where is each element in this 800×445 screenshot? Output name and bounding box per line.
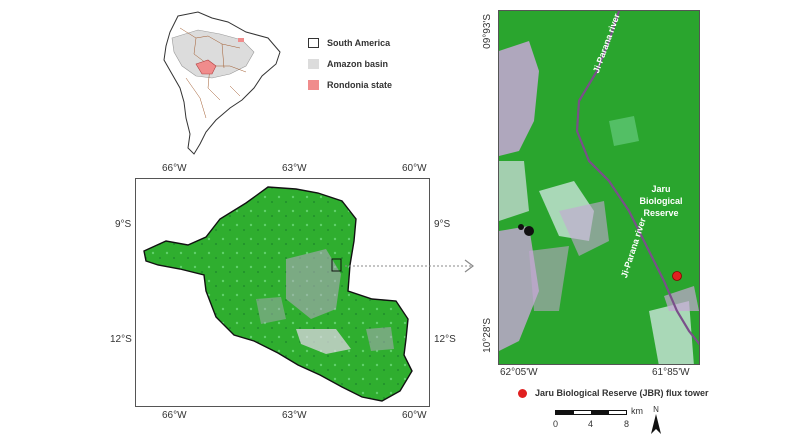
tick-bottom-63w: 63°W	[282, 410, 307, 421]
tower-legend: Jaru Biological Reserve (JBR) flux tower	[518, 388, 709, 398]
tower-legend-label: Jaru Biological Reserve (JBR) flux tower	[535, 388, 709, 398]
south-america-inset	[150, 8, 290, 158]
detail-top-coord: 09°93'S	[482, 14, 493, 49]
legend-item: South America	[308, 38, 392, 48]
legend-label: Amazon basin	[327, 59, 389, 69]
south-america-outline	[163, 11, 281, 155]
tick-right-12s: 12°S	[434, 334, 456, 345]
connector-arrow	[345, 259, 474, 273]
south-america-map	[163, 11, 281, 155]
rondonia-state	[195, 59, 217, 75]
reserve-label: Jaru Biological Reserve	[639, 184, 683, 218]
north-arrow: N	[648, 405, 664, 435]
detail-bottom-lat: 10°28'S	[482, 318, 493, 353]
tick-bottom-66w: 66°W	[162, 410, 187, 421]
north-label: N	[653, 405, 659, 414]
tick-left-12s: 12°S	[110, 334, 132, 345]
tick-right-9s: 9°S	[434, 219, 451, 230]
state-map-frame	[135, 178, 430, 407]
tower-legend-dot	[518, 388, 527, 398]
legend-item: Rondonia state	[308, 80, 392, 90]
legend-swatch-amazon	[308, 59, 319, 69]
scale-bar: km 0 4 8	[553, 406, 675, 440]
scale-label-8: 8	[624, 419, 630, 429]
detail-bottom-left-lon: 62°05'W	[500, 367, 538, 378]
detail-satellite-map	[499, 11, 699, 364]
flux-tower-marker	[672, 271, 682, 281]
tick-left-9s: 9°S	[115, 219, 132, 230]
north-arrow-icon	[651, 414, 661, 434]
legend-label: South America	[327, 38, 391, 48]
tick-top-60w: 60°W	[402, 163, 427, 174]
scale-unit: km	[631, 406, 643, 416]
tick-top-63w: 63°W	[282, 163, 307, 174]
detail-area-box	[331, 258, 342, 272]
ji-parana-river	[575, 11, 699, 346]
rondonia-outline	[143, 186, 413, 402]
legend-swatch-south-america	[308, 38, 319, 48]
scale-label-0: 0	[553, 419, 559, 429]
legend-label: Rondonia state	[327, 80, 393, 90]
detail-map-frame: Ji-Parana river Ji-Parana river Jaru Bio…	[498, 10, 700, 365]
tick-top-66w: 66°W	[162, 163, 187, 174]
scale-label-4: 4	[588, 419, 594, 429]
legend: South America Amazon basin Rondonia stat…	[308, 38, 392, 90]
rondonia-map	[143, 186, 413, 402]
tick-bottom-60w: 60°W	[402, 410, 427, 421]
legend-item: Amazon basin	[308, 59, 392, 69]
detail-bottom-right-lon: 61°85'W	[652, 367, 690, 378]
amazon-basin	[171, 29, 255, 79]
legend-swatch-rondonia	[308, 80, 319, 90]
